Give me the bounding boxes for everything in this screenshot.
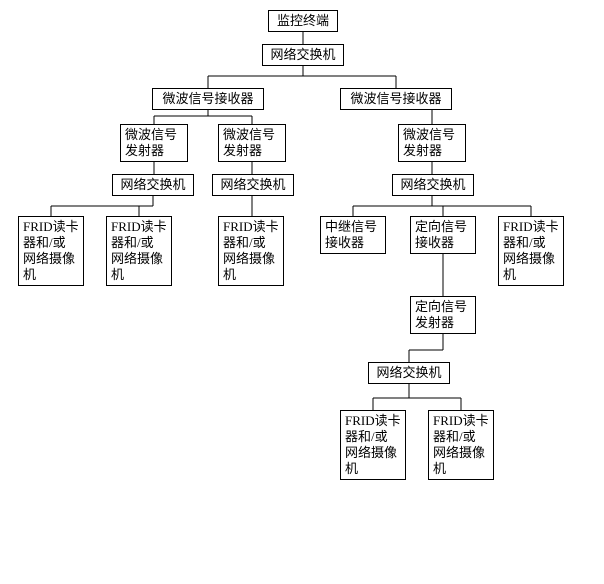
node-sw-l2: 网络交换机 — [212, 174, 294, 196]
node-tx-l2: 微波信号发射器 — [218, 124, 286, 162]
label: 中继信号接收器 — [325, 219, 377, 250]
node-frid-b2: FRID读卡器和/或网络摄像机 — [428, 410, 494, 480]
node-dir-recv: 定向信号接收器 — [410, 216, 476, 254]
node-frid-2: FRID读卡器和/或网络摄像机 — [106, 216, 172, 286]
node-recv-left: 微波信号接收器 — [152, 88, 264, 110]
node-frid-3: FRID读卡器和/或网络摄像机 — [218, 216, 284, 286]
label: 网络交换机 — [376, 365, 441, 380]
node-recv-right: 微波信号接收器 — [340, 88, 452, 110]
node-dir-tx: 定向信号发射器 — [410, 296, 476, 334]
node-tx-r: 微波信号发射器 — [398, 124, 466, 162]
label: FRID读卡器和/或网络摄像机 — [223, 219, 279, 282]
label: FRID读卡器和/或网络摄像机 — [345, 413, 401, 476]
node-frid-b1: FRID读卡器和/或网络摄像机 — [340, 410, 406, 480]
label: 网络交换机 — [400, 177, 465, 192]
label: 微波信号发射器 — [403, 127, 455, 158]
connector-lines — [0, 0, 604, 584]
label: FRID读卡器和/或网络摄像机 — [433, 413, 489, 476]
node-frid-1: FRID读卡器和/或网络摄像机 — [18, 216, 84, 286]
label: 微波信号接收器 — [162, 91, 253, 106]
label: 网络交换机 — [120, 177, 185, 192]
label: 定向信号接收器 — [415, 219, 467, 250]
node-switch1: 网络交换机 — [262, 44, 344, 66]
label: FRID读卡器和/或网络摄像机 — [503, 219, 559, 282]
node-tx-l1: 微波信号发射器 — [120, 124, 188, 162]
label: 微波信号发射器 — [223, 127, 275, 158]
label: 监控终端 — [277, 13, 329, 28]
node-root: 监控终端 — [268, 10, 338, 32]
label: 微波信号发射器 — [125, 127, 177, 158]
label: 网络交换机 — [270, 47, 335, 62]
node-relay: 中继信号接收器 — [320, 216, 386, 254]
label: 微波信号接收器 — [350, 91, 441, 106]
node-frid-4: FRID读卡器和/或网络摄像机 — [498, 216, 564, 286]
label: 定向信号发射器 — [415, 299, 467, 330]
node-sw-l1: 网络交换机 — [112, 174, 194, 196]
label: 网络交换机 — [220, 177, 285, 192]
label: FRID读卡器和/或网络摄像机 — [111, 219, 167, 282]
node-sw-b: 网络交换机 — [368, 362, 450, 384]
node-sw-r: 网络交换机 — [392, 174, 474, 196]
label: FRID读卡器和/或网络摄像机 — [23, 219, 79, 282]
